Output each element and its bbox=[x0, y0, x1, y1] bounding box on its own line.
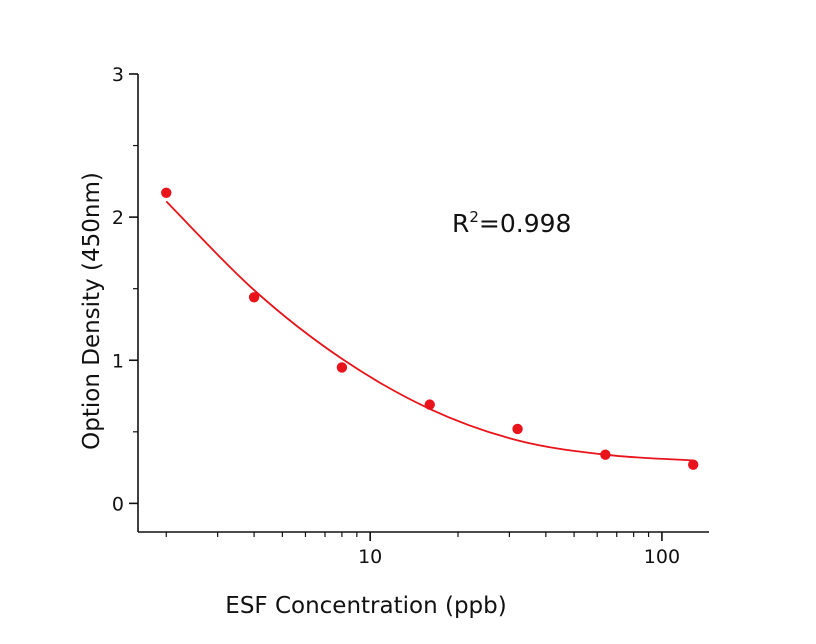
axes-group: 0 1 2 3 10 100 bbox=[112, 64, 709, 568]
y-tick-label: 3 bbox=[112, 64, 124, 86]
data-point bbox=[600, 449, 611, 460]
y-tick-label: 0 bbox=[112, 493, 124, 515]
data-point bbox=[161, 187, 172, 198]
y-axis-title: Option Density (450nm) bbox=[79, 172, 105, 450]
r-squared-base: R bbox=[452, 209, 469, 238]
data-point bbox=[688, 459, 699, 470]
r-squared-annotation: R2=0.998 bbox=[452, 208, 571, 238]
x-tick-label: 10 bbox=[358, 546, 382, 568]
r-squared-superscript: 2 bbox=[469, 208, 479, 226]
y-tick-label: 1 bbox=[112, 350, 124, 372]
curve-layer bbox=[165, 200, 694, 462]
points-layer bbox=[161, 187, 699, 470]
x-tick-label: 100 bbox=[644, 546, 680, 568]
fit-curve-line bbox=[165, 200, 694, 462]
data-point bbox=[336, 362, 348, 373]
y-tick-label: 2 bbox=[112, 207, 124, 229]
data-point bbox=[424, 399, 435, 410]
data-point bbox=[512, 423, 523, 435]
r-squared-value: =0.998 bbox=[479, 209, 572, 238]
data-point bbox=[248, 292, 260, 303]
x-axis-title: ESF Concentration (ppb) bbox=[225, 593, 506, 619]
